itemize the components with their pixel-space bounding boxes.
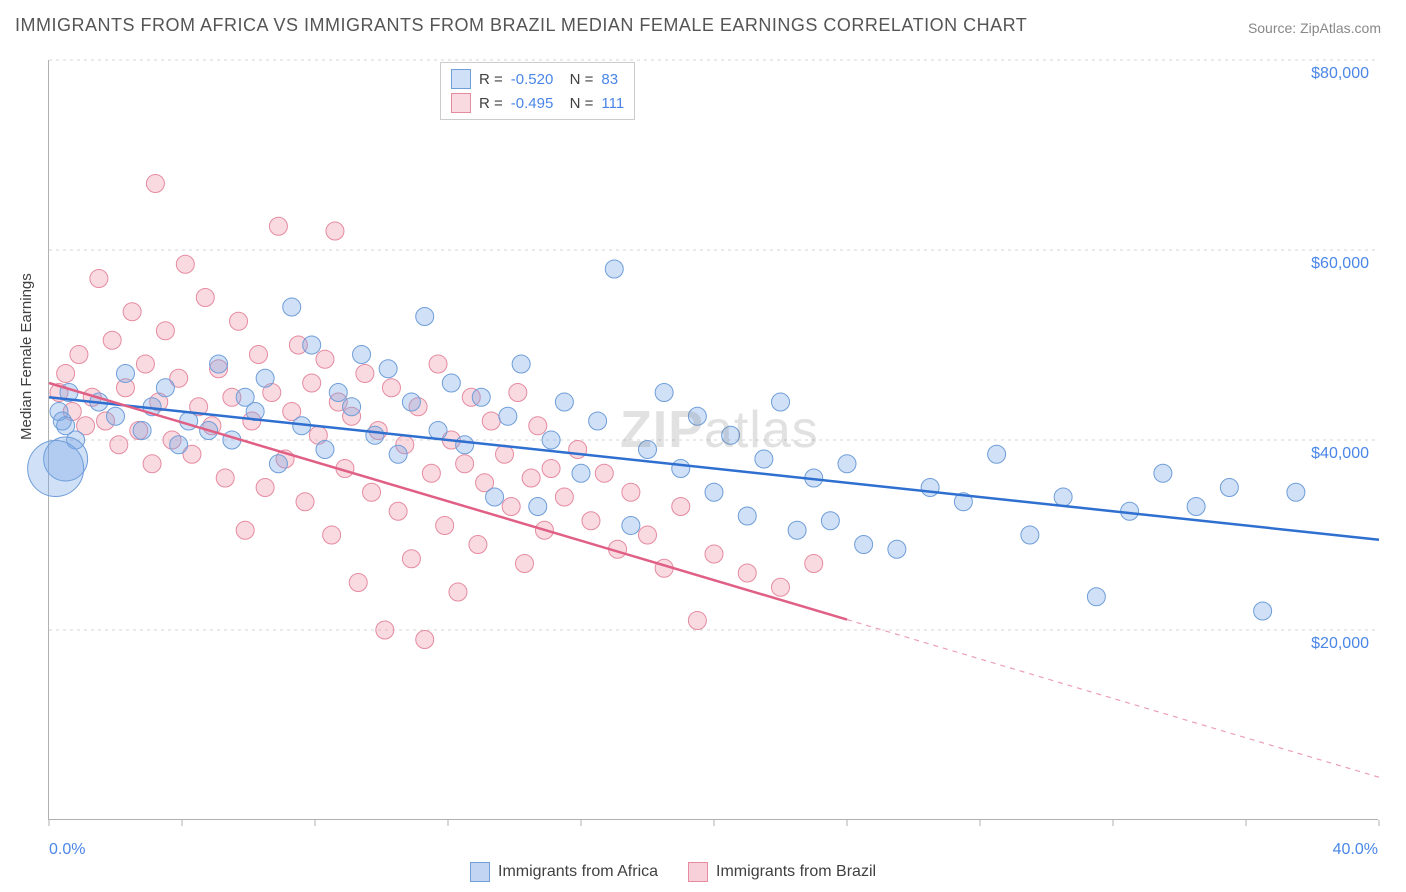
n-label: N = bbox=[561, 71, 593, 88]
chart-svg: $20,000 $40,000 $60,000 $80,000 bbox=[49, 60, 1378, 819]
n-label: N = bbox=[561, 95, 593, 112]
r-value-africa: -0.520 bbox=[511, 71, 554, 88]
svg-text:$80,000: $80,000 bbox=[1311, 65, 1369, 82]
y-axis-label: Median Female Earnings bbox=[18, 273, 35, 440]
chart-title: IMMIGRANTS FROM AFRICA VS IMMIGRANTS FRO… bbox=[15, 15, 1027, 36]
legend-label-africa: Immigrants from Africa bbox=[498, 863, 658, 881]
swatch-africa bbox=[451, 69, 471, 89]
svg-text:$40,000: $40,000 bbox=[1311, 445, 1369, 462]
swatch-brazil-bottom bbox=[688, 862, 708, 882]
series-legend: Immigrants from Africa Immigrants from B… bbox=[470, 862, 876, 882]
svg-text:$60,000: $60,000 bbox=[1311, 255, 1369, 272]
legend-row-africa: R = -0.520 N = 83 bbox=[451, 67, 624, 91]
legend-item-brazil: Immigrants from Brazil bbox=[688, 862, 876, 882]
n-value-africa: 83 bbox=[601, 71, 618, 88]
legend-label-brazil: Immigrants from Brazil bbox=[716, 863, 876, 881]
x-axis-min-label: 0.0% bbox=[49, 841, 85, 859]
r-label: R = bbox=[479, 71, 503, 88]
x-axis-max-label: 40.0% bbox=[1333, 841, 1378, 859]
n-value-brazil: 111 bbox=[601, 95, 624, 112]
svg-text:$20,000: $20,000 bbox=[1311, 635, 1369, 652]
source-attribution: Source: ZipAtlas.com bbox=[1248, 20, 1381, 36]
swatch-africa-bottom bbox=[470, 862, 490, 882]
r-value-brazil: -0.495 bbox=[511, 95, 554, 112]
r-label: R = bbox=[479, 95, 503, 112]
plot-area: $20,000$40,000$60,000$80,000 0.0% 40.0% bbox=[48, 60, 1378, 820]
legend-item-africa: Immigrants from Africa bbox=[470, 862, 658, 882]
correlation-legend: R = -0.520 N = 83 R = -0.495 N = 111 bbox=[440, 62, 635, 120]
legend-row-brazil: R = -0.495 N = 111 bbox=[451, 91, 624, 115]
swatch-brazil bbox=[451, 93, 471, 113]
